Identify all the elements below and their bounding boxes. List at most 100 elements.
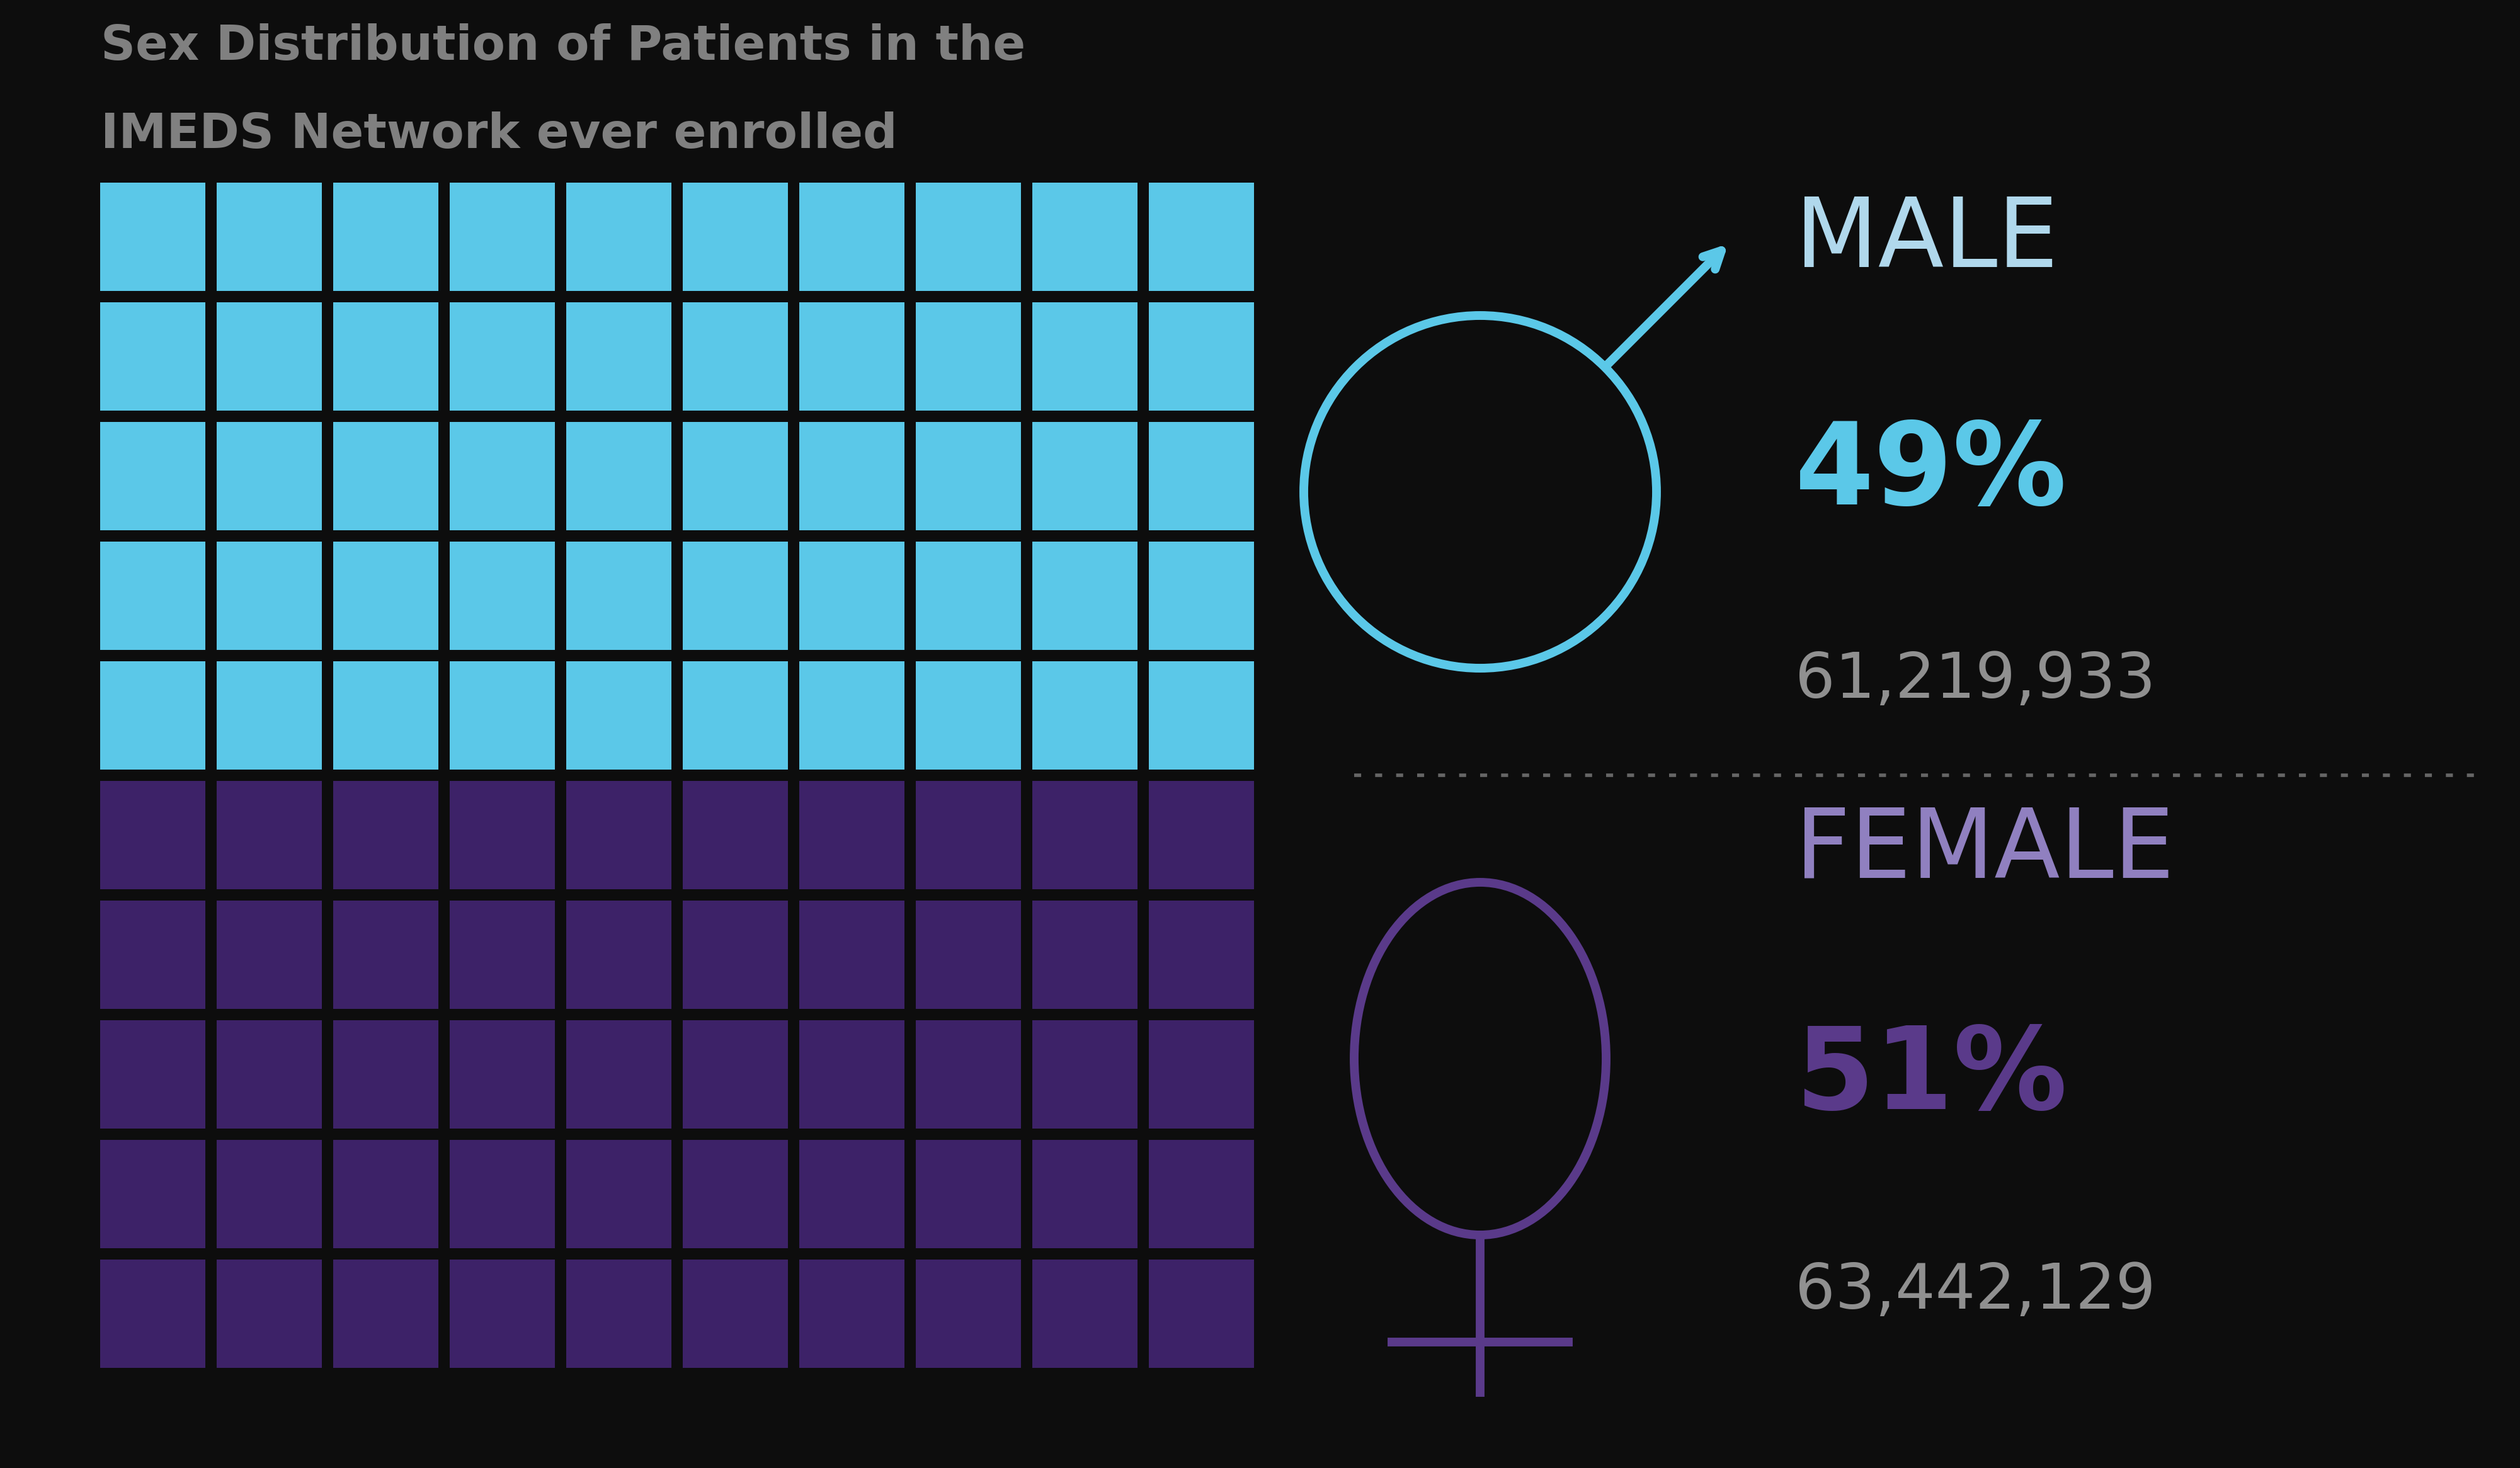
FancyBboxPatch shape (683, 542, 789, 650)
FancyBboxPatch shape (799, 542, 905, 650)
Text: FEMALE: FEMALE (1794, 804, 2175, 898)
FancyBboxPatch shape (799, 781, 905, 890)
FancyBboxPatch shape (217, 1139, 323, 1248)
FancyBboxPatch shape (1033, 661, 1137, 769)
FancyBboxPatch shape (217, 302, 323, 411)
FancyBboxPatch shape (1033, 1139, 1137, 1248)
FancyBboxPatch shape (799, 182, 905, 291)
FancyBboxPatch shape (1033, 421, 1137, 530)
FancyBboxPatch shape (449, 542, 554, 650)
FancyBboxPatch shape (449, 900, 554, 1009)
FancyBboxPatch shape (333, 542, 438, 650)
FancyBboxPatch shape (915, 1260, 1021, 1368)
FancyBboxPatch shape (1149, 900, 1255, 1009)
FancyBboxPatch shape (101, 661, 204, 769)
Text: 49%: 49% (1794, 417, 2066, 528)
FancyBboxPatch shape (101, 900, 204, 1009)
FancyBboxPatch shape (915, 302, 1021, 411)
FancyBboxPatch shape (915, 182, 1021, 291)
FancyBboxPatch shape (915, 542, 1021, 650)
Text: 51%: 51% (1794, 1022, 2066, 1133)
FancyBboxPatch shape (567, 661, 670, 769)
FancyBboxPatch shape (567, 182, 670, 291)
FancyBboxPatch shape (217, 182, 323, 291)
FancyBboxPatch shape (1149, 661, 1255, 769)
FancyBboxPatch shape (683, 781, 789, 890)
FancyBboxPatch shape (1149, 1139, 1255, 1248)
FancyBboxPatch shape (567, 1020, 670, 1129)
FancyBboxPatch shape (217, 781, 323, 890)
FancyBboxPatch shape (217, 542, 323, 650)
FancyBboxPatch shape (217, 661, 323, 769)
FancyBboxPatch shape (799, 421, 905, 530)
FancyBboxPatch shape (101, 1260, 204, 1368)
FancyBboxPatch shape (683, 421, 789, 530)
FancyBboxPatch shape (449, 661, 554, 769)
Text: IMEDS Network ever enrolled: IMEDS Network ever enrolled (101, 112, 897, 159)
FancyBboxPatch shape (683, 1139, 789, 1248)
FancyBboxPatch shape (333, 781, 438, 890)
FancyBboxPatch shape (101, 302, 204, 411)
FancyBboxPatch shape (799, 302, 905, 411)
FancyBboxPatch shape (1033, 542, 1137, 650)
FancyBboxPatch shape (915, 1139, 1021, 1248)
FancyBboxPatch shape (333, 421, 438, 530)
FancyBboxPatch shape (915, 900, 1021, 1009)
FancyBboxPatch shape (449, 781, 554, 890)
FancyBboxPatch shape (333, 900, 438, 1009)
FancyBboxPatch shape (567, 421, 670, 530)
FancyBboxPatch shape (915, 781, 1021, 890)
FancyBboxPatch shape (1033, 781, 1137, 890)
FancyBboxPatch shape (567, 900, 670, 1009)
FancyBboxPatch shape (1149, 302, 1255, 411)
FancyBboxPatch shape (1149, 1260, 1255, 1368)
FancyBboxPatch shape (683, 1260, 789, 1368)
Text: 63,442,129: 63,442,129 (1794, 1261, 2155, 1323)
FancyBboxPatch shape (333, 1020, 438, 1129)
FancyBboxPatch shape (101, 781, 204, 890)
FancyBboxPatch shape (1149, 1020, 1255, 1129)
FancyBboxPatch shape (101, 542, 204, 650)
FancyBboxPatch shape (449, 182, 554, 291)
FancyBboxPatch shape (683, 1020, 789, 1129)
FancyBboxPatch shape (449, 1260, 554, 1368)
FancyBboxPatch shape (1033, 182, 1137, 291)
FancyBboxPatch shape (1149, 781, 1255, 890)
FancyBboxPatch shape (683, 900, 789, 1009)
Text: 61,219,933: 61,219,933 (1794, 650, 2155, 712)
FancyBboxPatch shape (333, 1260, 438, 1368)
FancyBboxPatch shape (915, 421, 1021, 530)
FancyBboxPatch shape (683, 302, 789, 411)
FancyBboxPatch shape (1033, 302, 1137, 411)
FancyBboxPatch shape (567, 1260, 670, 1368)
FancyBboxPatch shape (449, 1139, 554, 1248)
FancyBboxPatch shape (915, 661, 1021, 769)
FancyBboxPatch shape (333, 1139, 438, 1248)
FancyBboxPatch shape (101, 1020, 204, 1129)
FancyBboxPatch shape (567, 542, 670, 650)
FancyBboxPatch shape (567, 302, 670, 411)
FancyBboxPatch shape (567, 781, 670, 890)
FancyBboxPatch shape (217, 421, 323, 530)
FancyBboxPatch shape (217, 1020, 323, 1129)
FancyBboxPatch shape (1033, 1020, 1137, 1129)
FancyBboxPatch shape (101, 421, 204, 530)
FancyBboxPatch shape (333, 661, 438, 769)
FancyBboxPatch shape (799, 900, 905, 1009)
Text: Sex Distribution of Patients in the: Sex Distribution of Patients in the (101, 23, 1026, 70)
FancyBboxPatch shape (1149, 421, 1255, 530)
FancyBboxPatch shape (449, 421, 554, 530)
FancyBboxPatch shape (1033, 900, 1137, 1009)
FancyBboxPatch shape (449, 1020, 554, 1129)
FancyBboxPatch shape (333, 182, 438, 291)
FancyBboxPatch shape (683, 661, 789, 769)
FancyBboxPatch shape (915, 1020, 1021, 1129)
FancyBboxPatch shape (683, 182, 789, 291)
FancyBboxPatch shape (101, 182, 204, 291)
FancyBboxPatch shape (799, 661, 905, 769)
Text: MALE: MALE (1794, 192, 2059, 286)
FancyBboxPatch shape (217, 900, 323, 1009)
FancyBboxPatch shape (449, 302, 554, 411)
FancyBboxPatch shape (1033, 1260, 1137, 1368)
FancyBboxPatch shape (333, 302, 438, 411)
